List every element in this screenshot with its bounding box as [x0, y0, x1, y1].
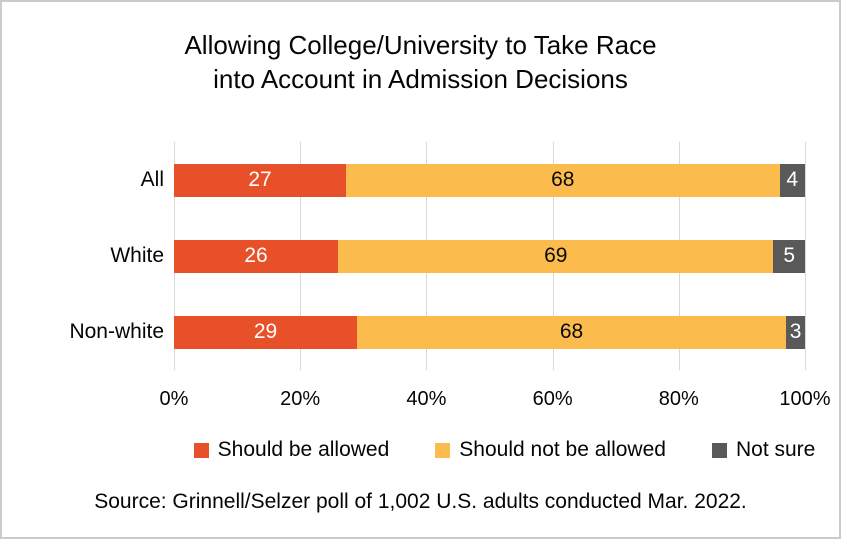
bar-value-label: 29	[253, 320, 278, 343]
legend-swatch-icon	[711, 442, 727, 458]
legend-swatch-icon	[193, 442, 209, 458]
category-label-all: All	[140, 168, 164, 191]
bar-value-label: 3	[789, 320, 802, 343]
plot-area: All 27 68 4 White 26 69	[69, 142, 806, 370]
bar-segment-not-sure: 3	[786, 315, 805, 349]
x-tick-100: 100%	[779, 388, 831, 410]
bar-segment-not-sure: 5	[773, 239, 805, 273]
bar-segment-should-be-allowed: 26	[174, 239, 339, 273]
bar-segment-should-not-be-allowed: 68	[346, 163, 780, 197]
bar-value-label: 26	[244, 244, 268, 267]
bar-row-non-white: Non-white 29 68 3	[69, 294, 805, 370]
bar-value-label: 68	[551, 168, 575, 191]
stacked-bar-white: 26 69 5	[174, 239, 805, 273]
chart-title-line-2: into Account in Admission Decisions	[213, 64, 628, 95]
x-tick-0: 0%	[159, 388, 189, 410]
bar-segment-should-not-be-allowed: 69	[338, 239, 774, 273]
legend: Should be allowed Should not be allowed …	[2, 438, 839, 462]
bar-row-white: White 26 69 5	[110, 218, 805, 294]
bar-row-all: All 27 68 4	[141, 142, 806, 218]
bar-value-label: 68	[559, 320, 584, 343]
bar-segment-not-sure: 4	[779, 163, 806, 197]
legend-item-should-be-allowed: Should be allowed	[193, 438, 390, 462]
bar-segment-should-not-be-allowed: 68	[356, 315, 787, 349]
legend-item-not-sure: Not sure	[711, 438, 816, 462]
bar-segment-should-be-allowed: 29	[174, 315, 357, 349]
stacked-bar-all: 27 68 4	[174, 163, 806, 197]
legend-item-should-not-be-allowed: Should not be allowed	[435, 438, 666, 462]
bar-value-label: 5	[783, 244, 796, 267]
legend-label: Should be allowed	[217, 438, 390, 461]
x-tick-20: 20%	[280, 388, 321, 410]
source-note: Source: Grinnell/Selzer poll of 1,002 U.…	[94, 490, 747, 513]
gridline-100	[805, 142, 806, 370]
legend-label: Should not be allowed	[459, 438, 666, 461]
x-tick-60: 60%	[532, 388, 573, 410]
category-label-white: White	[110, 244, 164, 267]
chart-title-line-1: Allowing College/University to Take Race	[184, 30, 657, 60]
bar-value-label: 69	[544, 244, 568, 267]
category-label-non-white: Non-white	[69, 320, 164, 343]
legend-swatch-icon	[435, 442, 451, 458]
x-axis: 0% 20% 40% 60% 80% 100%	[160, 388, 831, 414]
x-tick-80: 80%	[658, 388, 699, 410]
x-tick-40: 40%	[406, 388, 447, 410]
bar-value-label: 4	[786, 168, 799, 191]
legend-label: Not sure	[735, 438, 816, 461]
bar-value-label: 27	[248, 168, 272, 191]
chart-title: Allowing College/University to Take Race…	[2, 28, 839, 97]
stacked-bar-non-white: 29 68 3	[174, 315, 805, 349]
bar-segment-should-be-allowed: 27	[174, 163, 347, 197]
